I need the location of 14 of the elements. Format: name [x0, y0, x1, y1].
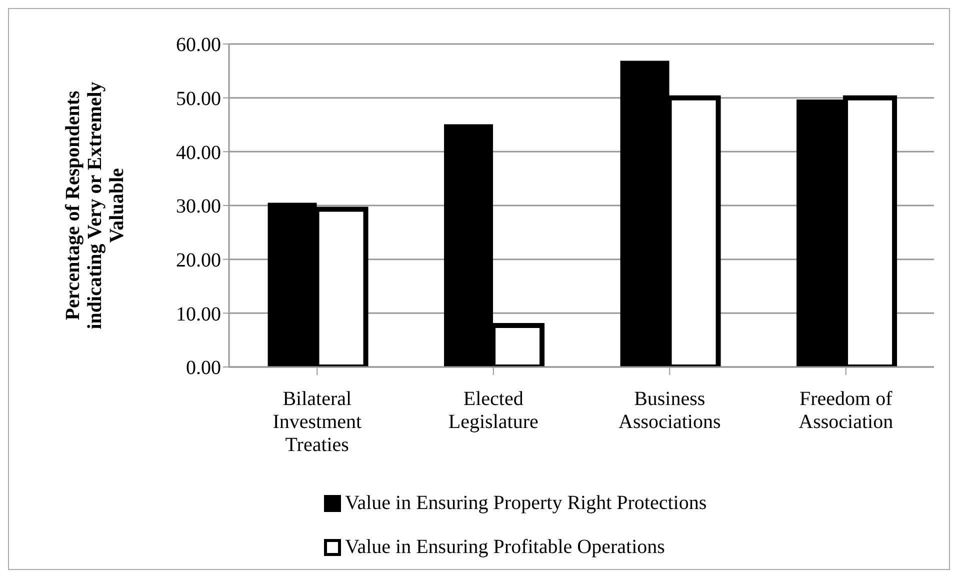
legend-label: Value in Ensuring Property Right Protections — [345, 492, 707, 514]
x-tick-label: Elected Legislature — [448, 388, 538, 433]
legend-label: Value in Ensuring Profitable Operations — [345, 536, 665, 558]
y-tick-label: 10.00 — [176, 303, 221, 326]
x-tick-label: Business Associations — [618, 388, 721, 433]
y-tick-label: 30.00 — [176, 196, 221, 218]
y-tick-label: 50.00 — [176, 88, 221, 110]
y-tick-label: 60.00 — [176, 34, 221, 56]
y-tick-label: 0.00 — [186, 357, 221, 380]
x-tick-label: Bilateral Investment Treaties — [272, 388, 362, 456]
y-tick-label: 20.00 — [176, 249, 221, 272]
y-tick-label: 40.00 — [176, 142, 221, 164]
y-axis-title: Percentage of Respondents indicating Very or Extremely Valuable — [62, 82, 128, 330]
x-tick-label: Freedom of Association — [798, 388, 894, 433]
